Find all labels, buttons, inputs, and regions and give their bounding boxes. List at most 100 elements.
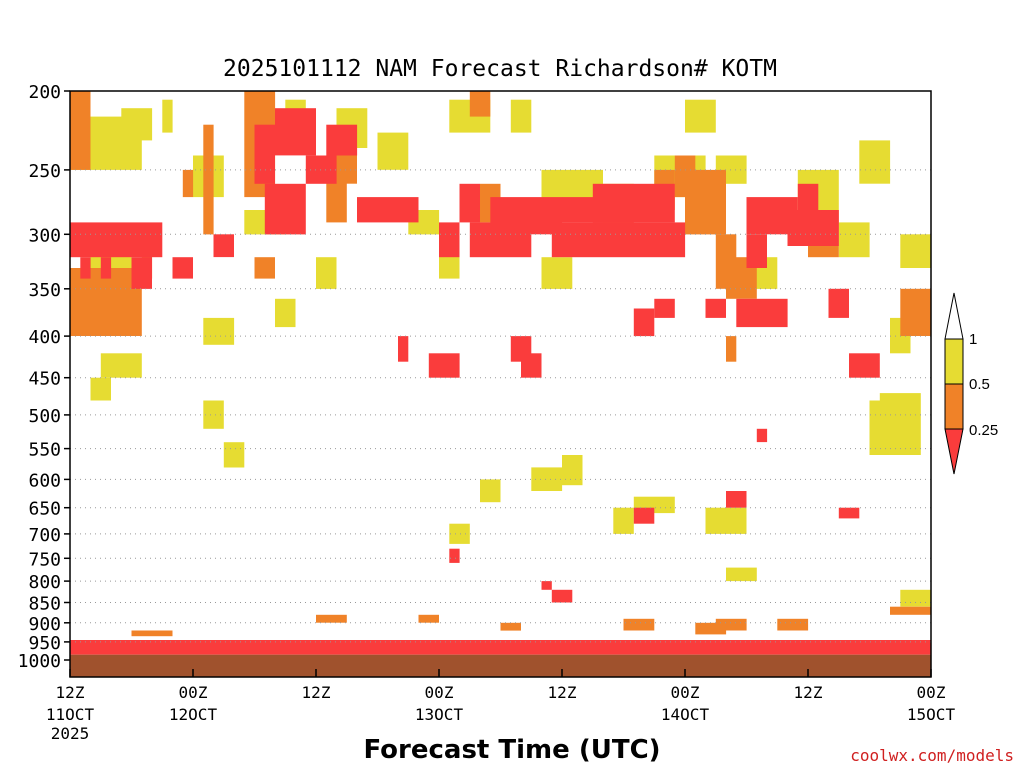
ri-cell-orange (418, 614, 439, 623)
x-tick-label: 00Z (179, 683, 208, 702)
ri-cell-yellow (90, 377, 111, 401)
ground-band (70, 654, 931, 677)
ri-cell-yellow (541, 257, 573, 289)
ri-cell-red (797, 183, 819, 223)
ri-cell-orange (715, 618, 747, 631)
ri-cell-orange (203, 124, 214, 235)
ri-cell-yellow (562, 455, 583, 486)
y-tick-label: 500 (28, 406, 61, 427)
ri-cell-orange (890, 606, 931, 615)
ri-cell-red (449, 548, 460, 563)
ri-cell-yellow (203, 400, 224, 429)
y-tick-label: 850 (28, 594, 61, 615)
chart-title: 2025101112 NAM Forecast Richardson# KOTM (223, 56, 777, 82)
legend-swatch-gt1 (944, 292, 964, 340)
ri-cell-red (828, 288, 849, 318)
heatmap-cells (70, 91, 932, 655)
ri-cell-red (275, 108, 316, 156)
y-tick-label: 350 (28, 280, 61, 301)
ri-cell-red (746, 234, 767, 268)
y-tick-label: 250 (28, 161, 61, 182)
ri-cell-red (264, 183, 306, 235)
ri-cell-red (254, 124, 275, 184)
ri-cell-orange (900, 288, 932, 336)
ri-cell-yellow (223, 442, 245, 468)
ri-cell-red (326, 124, 358, 156)
ri-cell-red (100, 257, 112, 279)
ri-cell-yellow (900, 234, 932, 268)
ri-cell-orange (685, 169, 726, 235)
x-tick-label: 13OCT (415, 705, 464, 724)
ri-cell-red (70, 640, 931, 655)
ri-cell-orange (500, 622, 521, 631)
ri-cell-orange (715, 234, 737, 289)
color-legend: 1 0.5 0.25 (944, 292, 998, 475)
ri-cell-orange (695, 622, 727, 635)
ri-cell-yellow (531, 467, 563, 491)
legend-label: 0.25 (969, 422, 998, 439)
ri-cell-red (357, 197, 419, 223)
ri-cell-yellow (100, 353, 142, 378)
y-tick-label: 450 (28, 369, 61, 390)
y-tick-label: 300 (28, 225, 61, 246)
ri-cell-red (490, 197, 563, 235)
ri-cell-red (541, 581, 552, 590)
ri-cell-orange (70, 91, 91, 170)
ri-cell-yellow (705, 507, 747, 534)
x-tick-label: 14OCT (661, 705, 710, 724)
ri-cell-orange (254, 257, 275, 279)
ri-cell-orange (777, 618, 809, 631)
ri-cell-red (551, 589, 573, 603)
ri-cell-red (398, 336, 409, 362)
ri-cell-yellow (316, 257, 337, 289)
y-tick-label: 1000 (18, 651, 61, 672)
ri-cell-red (654, 298, 675, 318)
ri-cell-red (439, 222, 460, 258)
ri-cell-yellow (900, 589, 932, 607)
ri-cell-red (521, 353, 542, 378)
ri-cell-red (849, 353, 880, 378)
ri-cell-yellow (838, 222, 870, 258)
x-tick-label: 15OCT (907, 705, 956, 724)
ri-cell-yellow (449, 523, 470, 544)
ri-cell-red (213, 234, 234, 258)
ri-cell-red (459, 183, 480, 223)
y-tick-label: 750 (28, 549, 61, 570)
ri-cell-orange (469, 91, 491, 117)
ri-cell-red (551, 222, 686, 258)
y-tick-label: 950 (28, 633, 61, 654)
y-tick-label: 650 (28, 499, 61, 520)
x-tick-label: 12Z (302, 683, 331, 702)
x-tick-label: 12Z (56, 683, 85, 702)
y-tick-label: 200 (28, 82, 61, 103)
x-tick-label: 12Z (548, 683, 577, 702)
legend-swatch-orange (944, 383, 964, 430)
ri-cell-red (756, 428, 768, 443)
ri-cell-yellow (275, 298, 296, 328)
ri-cell-orange (131, 630, 173, 637)
ri-cell-yellow (377, 132, 409, 170)
ri-cell-red (633, 308, 655, 337)
x-tick-label: 00Z (671, 683, 700, 702)
legend-label: 0.5 (969, 376, 990, 393)
ri-cell-orange (182, 169, 194, 198)
y-tick-label: 700 (28, 525, 61, 546)
ri-cell-orange (726, 336, 737, 362)
ri-cell-red (726, 491, 747, 508)
ri-cell-red (633, 507, 655, 524)
ri-cell-yellow (613, 507, 634, 534)
ri-cell-orange (623, 618, 655, 631)
y-tick-label: 900 (28, 614, 61, 635)
x-tick-label: 12Z (794, 683, 823, 702)
x-axis-label: Forecast Time (UTC) (363, 735, 660, 765)
ri-cell-red (838, 507, 860, 519)
pressure-gridlines (70, 169, 931, 643)
legend-label: 1 (969, 331, 977, 348)
y-tick-label: 400 (28, 327, 61, 348)
ri-cell-yellow (121, 108, 153, 141)
ri-cell-red (736, 298, 788, 328)
ri-cell-orange (316, 614, 347, 623)
y-tick-label: 800 (28, 572, 61, 593)
